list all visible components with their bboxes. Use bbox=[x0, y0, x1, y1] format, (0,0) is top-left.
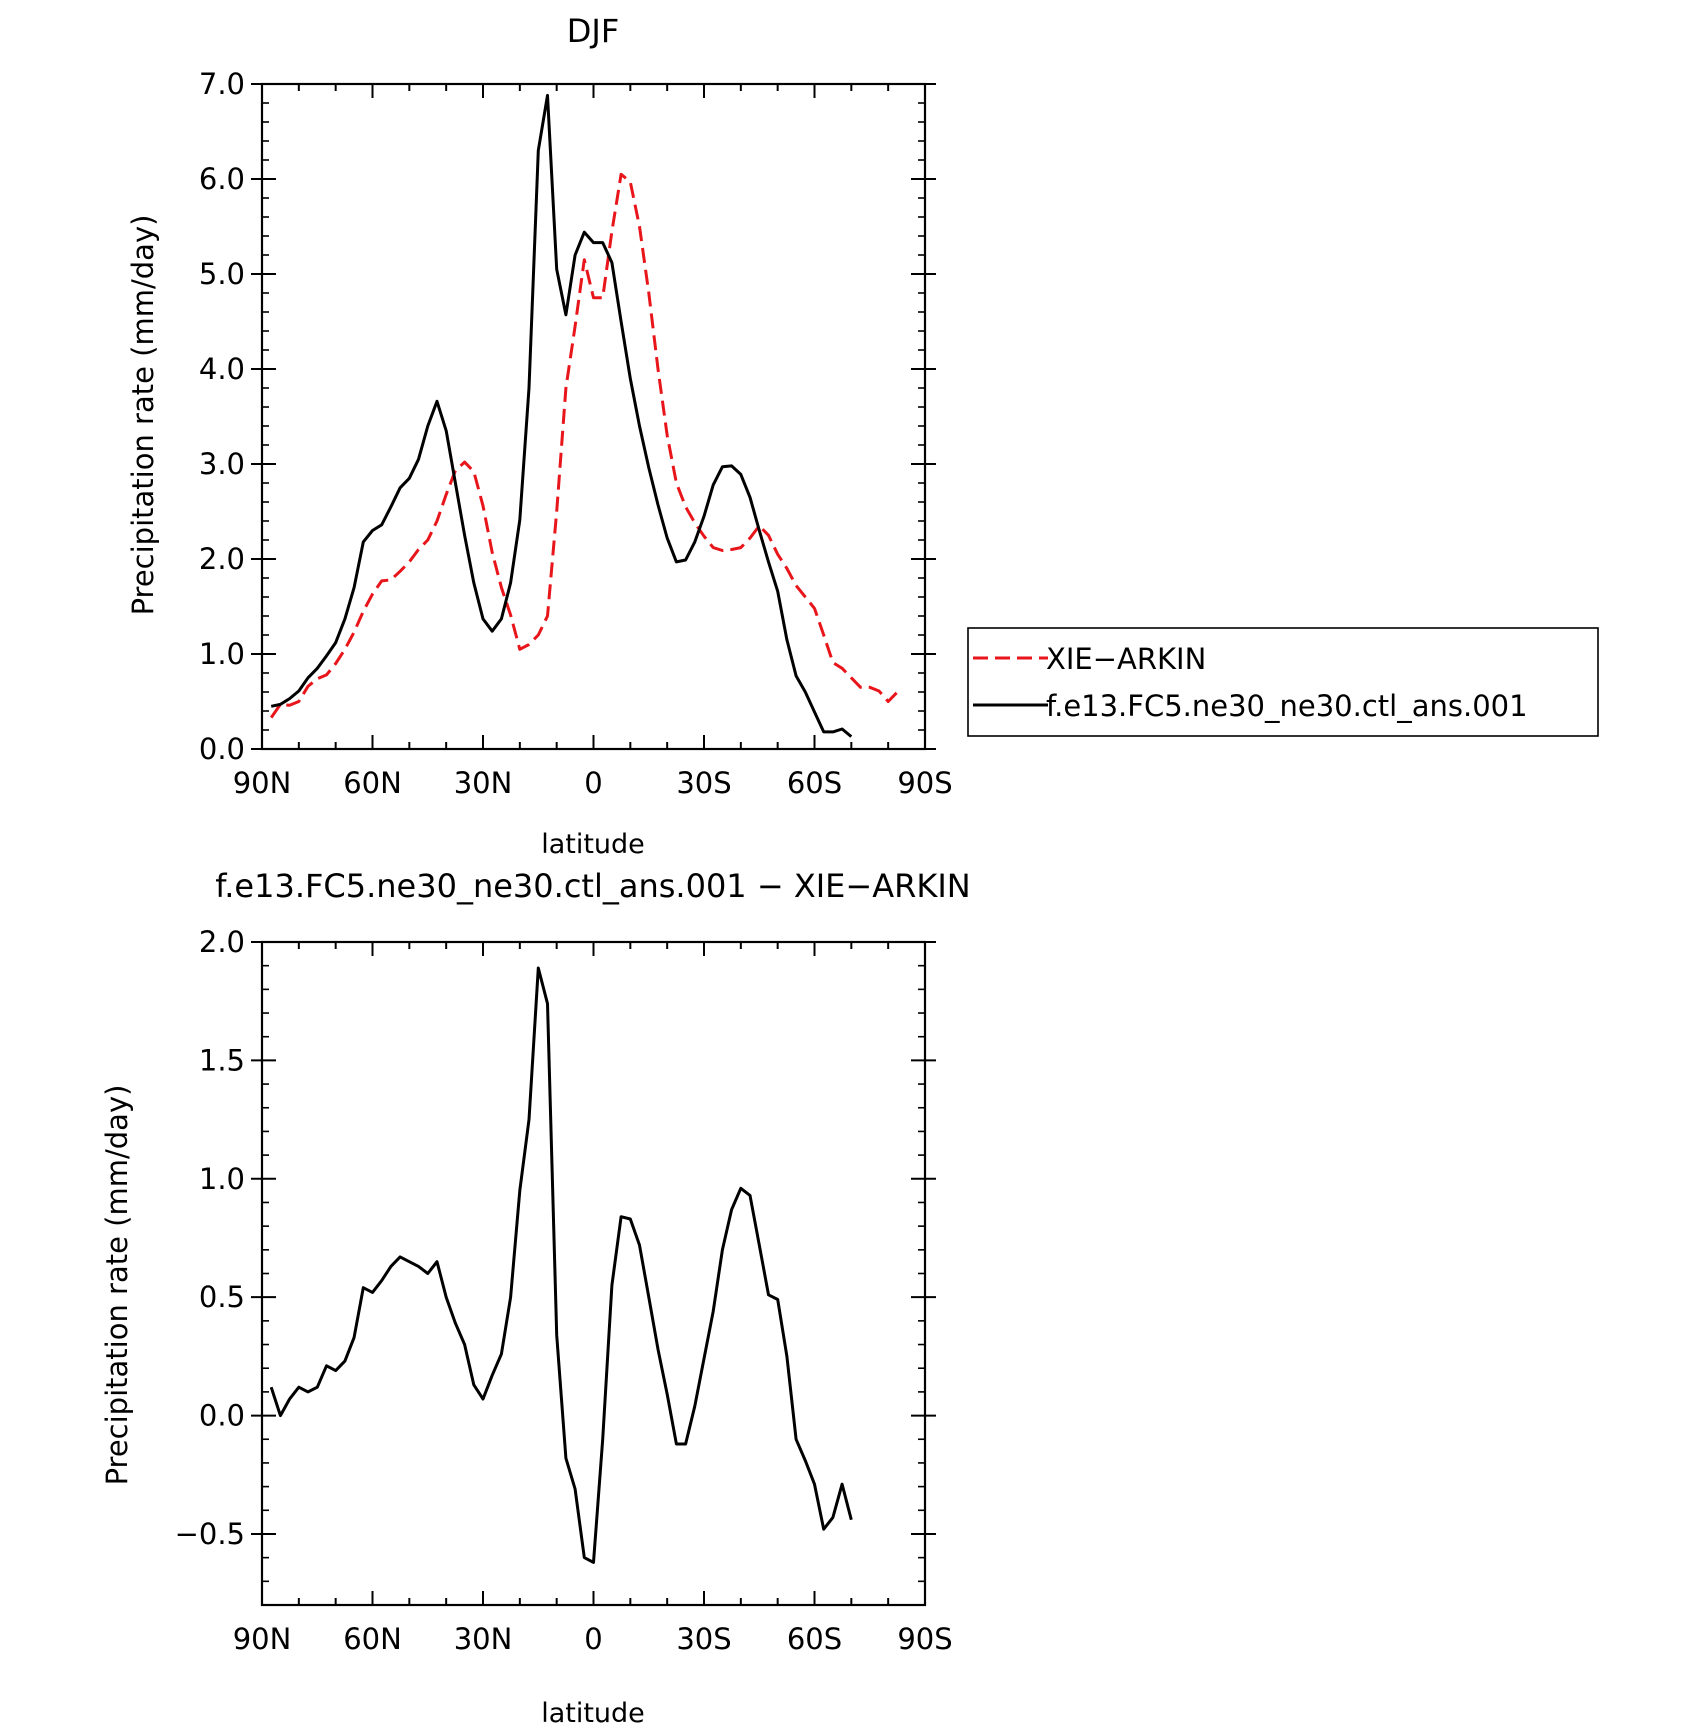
top-x-tick-label: 90S bbox=[897, 766, 952, 800]
top-series-line-f-e13-fc5-ne30-ne30-ctl-ans-001 bbox=[270, 93, 853, 738]
bottom-chart-xlabel: latitude bbox=[541, 1698, 645, 1729]
bottom-x-tick-label: 0 bbox=[584, 1622, 602, 1656]
bottom-x-tick-label: 30N bbox=[454, 1622, 513, 1656]
top-x-tick-label: 30N bbox=[454, 766, 513, 800]
top-y-tick-label: 4.0 bbox=[199, 352, 245, 386]
bottom-y-tick-label: 1.0 bbox=[199, 1162, 245, 1196]
top-x-tick-label: 60N bbox=[343, 766, 402, 800]
legend: XIE−ARKIN f.e13.FC5.ne30_ne30.ctl_ans.00… bbox=[967, 627, 1599, 737]
legend-label-xie-arkin: XIE−ARKIN bbox=[1046, 642, 1206, 676]
top-chart-ylabel: Precipitation rate (mm/day) bbox=[126, 215, 160, 616]
top-chart-xlabel: latitude bbox=[541, 829, 645, 860]
bottom-chart-title: f.e13.FC5.ne30_ne30.ctl_ans.001 − XIE−AR… bbox=[215, 867, 970, 905]
bottom-y-tick-label: 0.0 bbox=[199, 1399, 245, 1433]
top-chart-title: DJF bbox=[567, 12, 619, 50]
top-x-tick-label: 90N bbox=[233, 766, 292, 800]
top-y-tick-label: 1.0 bbox=[199, 637, 245, 671]
bottom-chart-panel: f.e13.FC5.ne30_ne30.ctl_ans.001 − XIE−AR… bbox=[100, 867, 971, 1729]
top-chart-frame bbox=[260, 82, 927, 751]
top-y-tick-label: 7.0 bbox=[199, 67, 245, 101]
top-chart-panel: DJF latitude Precipitation rate (mm/day)… bbox=[126, 12, 953, 860]
top-series-line-xie-arkin bbox=[269, 172, 899, 719]
bottom-y-tick-label: −0.5 bbox=[175, 1517, 245, 1551]
top-y-tick-label: 3.0 bbox=[199, 447, 245, 481]
bottom-chart-ylabel: Precipitation rate (mm/day) bbox=[100, 1085, 134, 1486]
bottom-x-tick-label: 60S bbox=[787, 1622, 842, 1656]
top-y-tick-label: 5.0 bbox=[199, 257, 245, 291]
bottom-y-tick-label: 0.5 bbox=[199, 1280, 245, 1314]
bottom-series-line-0 bbox=[269, 966, 853, 1564]
bottom-y-tick-label: 1.5 bbox=[199, 1043, 245, 1077]
bottom-y-tick-label: 2.0 bbox=[199, 925, 245, 959]
top-y-tick-label: 6.0 bbox=[199, 162, 245, 196]
bottom-x-tick-label: 90N bbox=[233, 1622, 292, 1656]
top-x-tick-label: 0 bbox=[584, 766, 602, 800]
bottom-chart-frame bbox=[260, 940, 927, 1607]
legend-box bbox=[967, 627, 1599, 737]
top-x-tick-label: 30S bbox=[676, 766, 731, 800]
legend-label-model: f.e13.FC5.ne30_ne30.ctl_ans.001 bbox=[1046, 689, 1528, 723]
top-y-tick-label: 0.0 bbox=[199, 732, 245, 766]
top-x-tick-label: 60S bbox=[787, 766, 842, 800]
bottom-x-tick-label: 30S bbox=[676, 1622, 731, 1656]
bottom-x-tick-label: 60N bbox=[343, 1622, 402, 1656]
top-y-tick-label: 2.0 bbox=[199, 542, 245, 576]
bottom-x-tick-label: 90S bbox=[897, 1622, 952, 1656]
